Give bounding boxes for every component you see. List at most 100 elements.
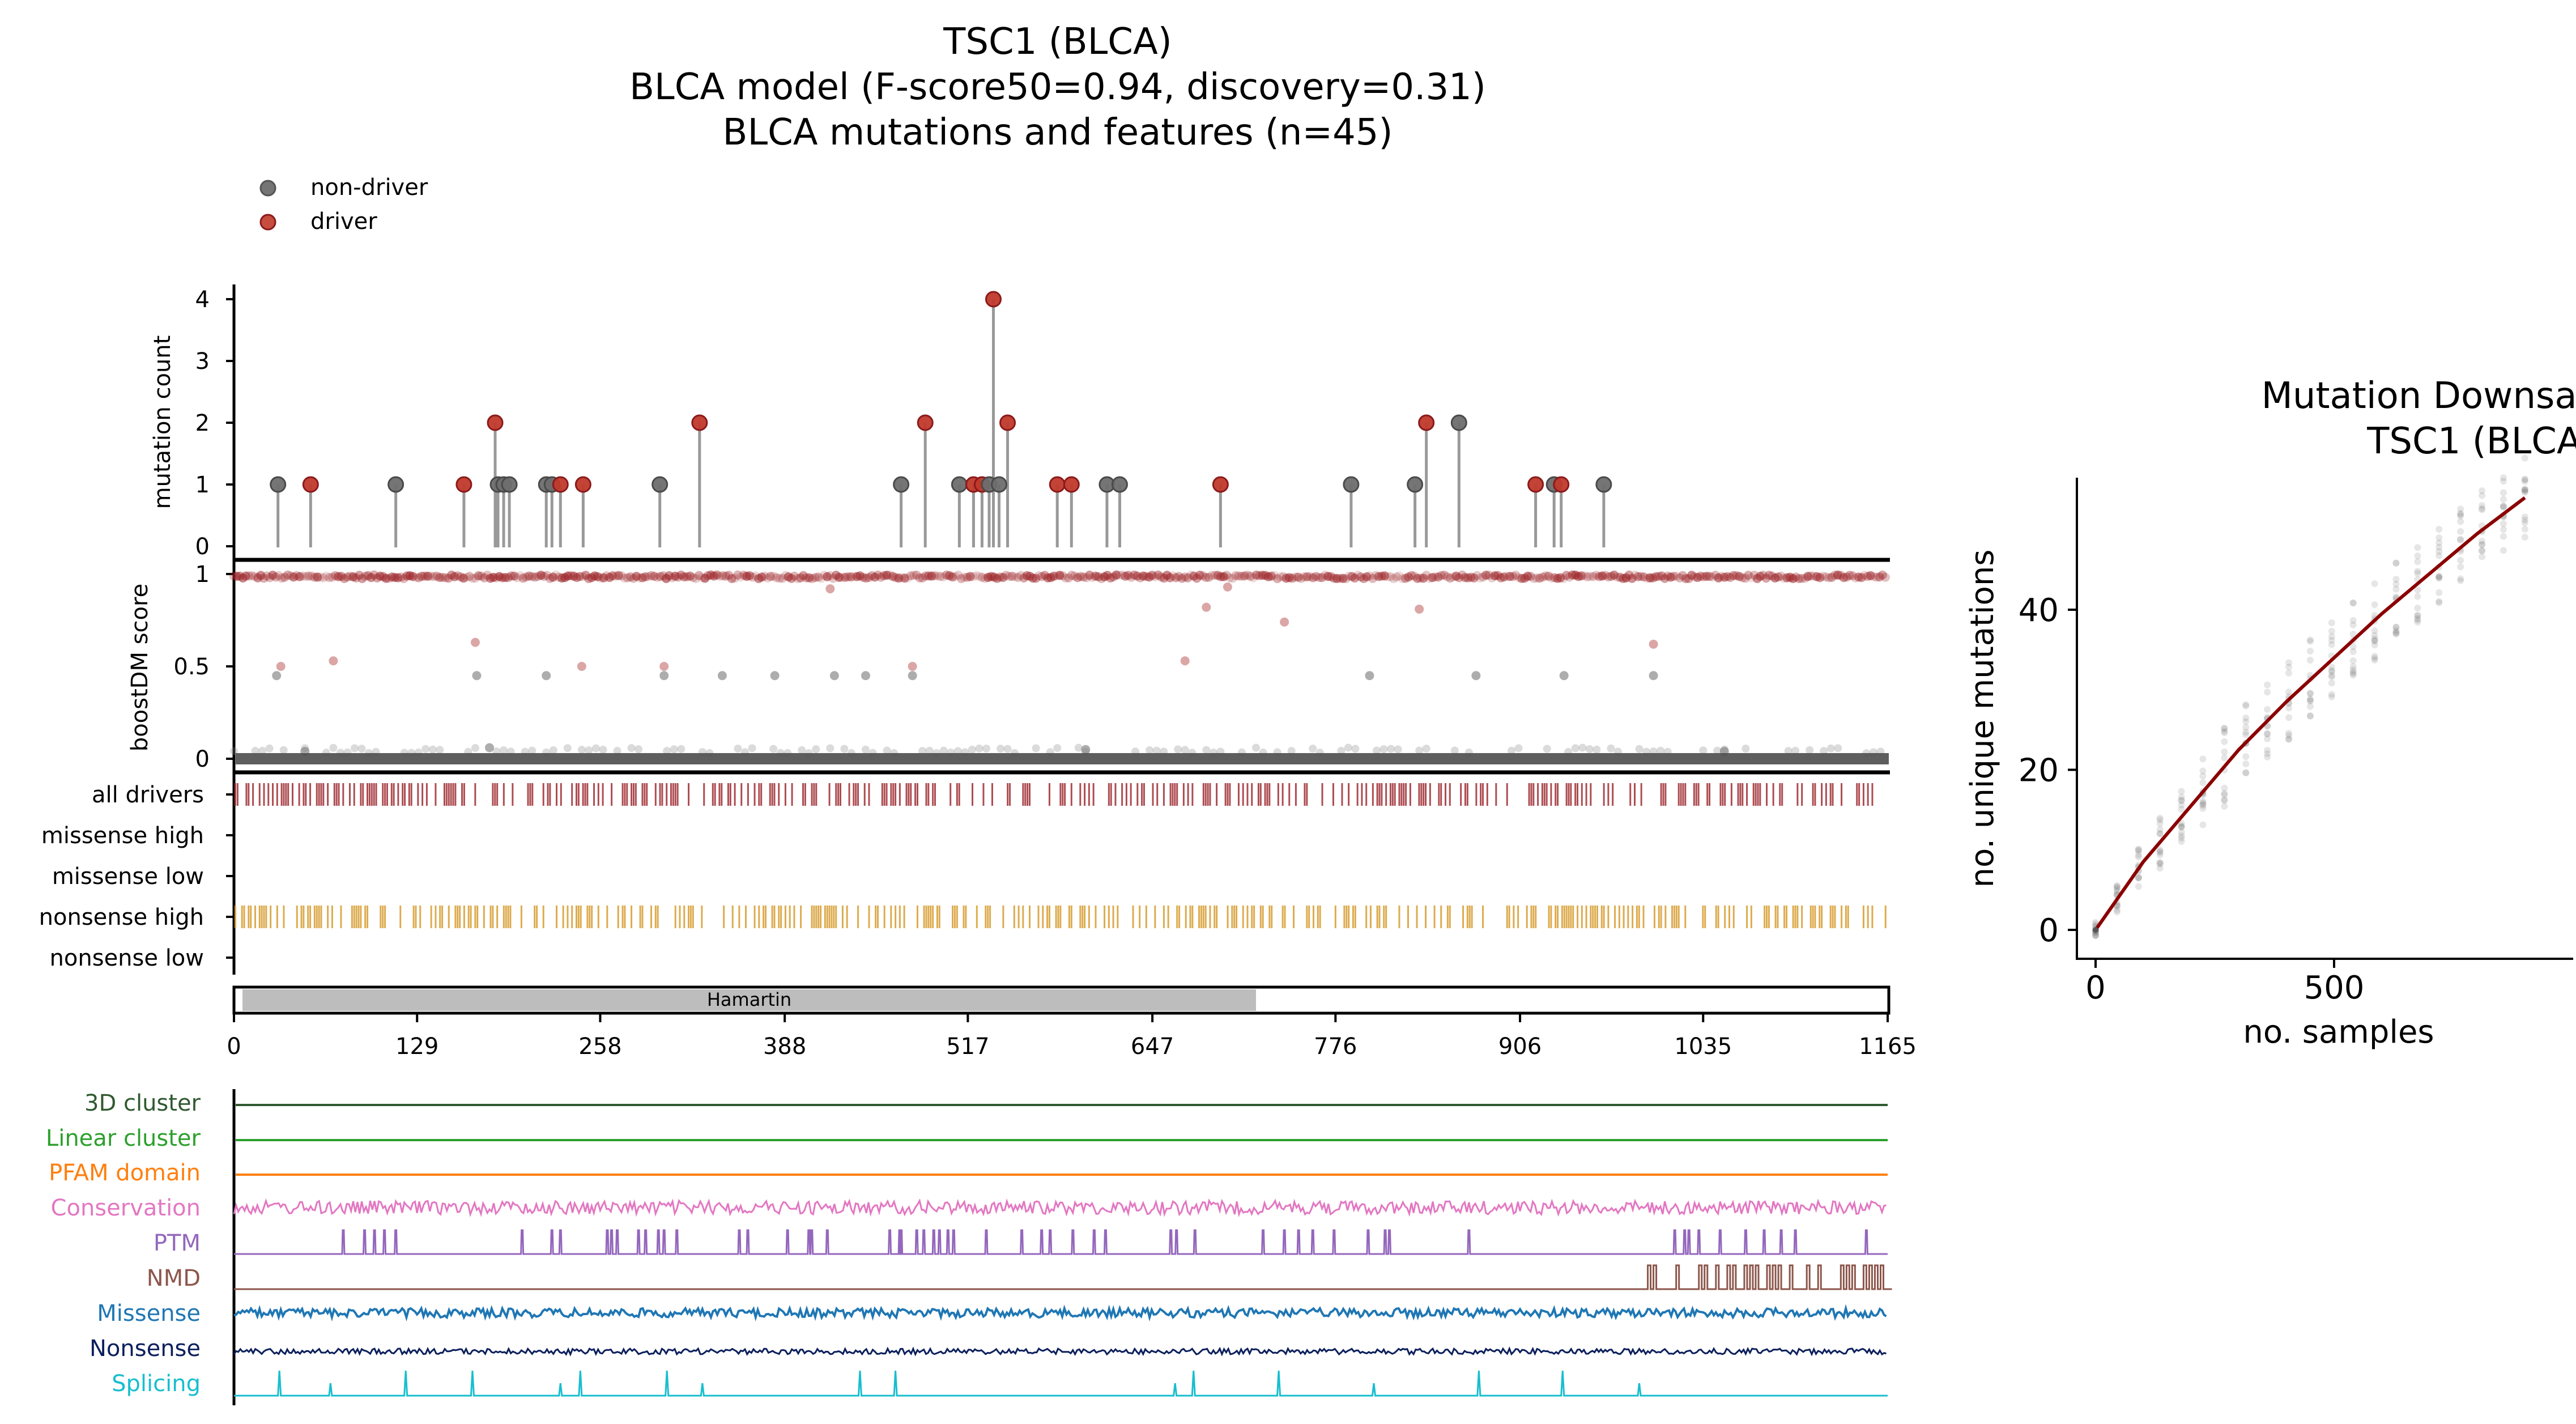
ds-point [2371, 641, 2378, 649]
domain-x-tick-label: 0 [227, 1034, 241, 1060]
domain-x-tick-label: 906 [1498, 1034, 1542, 1060]
boost-point [1705, 572, 1714, 581]
boost-point [798, 571, 808, 580]
boost-point [1868, 572, 1878, 581]
boost-point [1466, 572, 1476, 582]
ds-point [2414, 615, 2421, 622]
boost-point [1415, 746, 1424, 755]
boost-point [459, 573, 469, 583]
boost-point [1627, 573, 1637, 583]
boost-point [1192, 573, 1202, 583]
legend: non-driver driver [259, 175, 428, 235]
boost-point [421, 745, 430, 753]
ds-point [2242, 753, 2250, 760]
domain-x-tick-label: 129 [395, 1034, 438, 1060]
ds-point [2221, 754, 2228, 762]
boost-point [536, 571, 546, 580]
ds-point [2221, 738, 2228, 745]
lollipop-head-driver [691, 414, 708, 431]
boost-point [1152, 746, 1161, 755]
ds-point [2436, 539, 2443, 546]
boost-point [766, 572, 776, 581]
ds-point [2242, 718, 2250, 725]
ds-point [2500, 474, 2507, 482]
ds-point [2479, 547, 2486, 554]
boost-point [1824, 573, 1834, 583]
ds-point [2221, 802, 2228, 810]
boost-point [972, 571, 981, 580]
boost-point [512, 573, 522, 583]
boost-point [1171, 573, 1181, 583]
ds-point [2178, 793, 2185, 801]
lollipop-head-nondriver [270, 476, 287, 493]
boost-zero-band [236, 753, 1889, 764]
boost-point [1246, 571, 1255, 581]
lollipop-head-nondriver [1343, 476, 1360, 493]
boost-point [730, 573, 739, 583]
boost-point [1064, 573, 1074, 583]
boost-point [325, 573, 334, 583]
lollipop-head-nondriver [501, 476, 518, 493]
boost-point [1526, 572, 1535, 581]
boost-point [500, 573, 510, 583]
boost-point [298, 571, 308, 581]
ds-point [2349, 630, 2357, 637]
boost-point [1380, 571, 1390, 581]
boost-point [1010, 572, 1020, 581]
ds-point [2479, 537, 2486, 545]
ds-point [2285, 736, 2293, 743]
ds-point [2392, 559, 2400, 567]
boost-point [304, 571, 313, 581]
boost-point [527, 572, 537, 581]
boost-point [1866, 571, 1875, 580]
boost-point [659, 671, 669, 681]
ds-point [2436, 552, 2443, 559]
feature-label: Nonsense [90, 1336, 201, 1362]
ds-point [2349, 617, 2357, 624]
boost-point [1872, 572, 1881, 582]
ds-point [2199, 798, 2207, 805]
boost-point [930, 571, 939, 581]
ds-point [2521, 475, 2528, 483]
boost-point [1723, 572, 1732, 581]
boost-point [1731, 571, 1741, 581]
boost-point [870, 572, 880, 582]
lollipop-head-driver [985, 291, 1002, 308]
ds-point [2242, 760, 2250, 767]
boost-y-tick-label: 1 [195, 562, 210, 588]
ds-point [2349, 671, 2357, 679]
boost-point [1302, 572, 1312, 581]
boost-point [982, 745, 990, 753]
ds-point [2092, 932, 2099, 939]
boost-point [1543, 745, 1551, 753]
boost-point [1755, 571, 1765, 581]
ds-point [2306, 712, 2314, 720]
boost-point [1675, 573, 1684, 583]
ds-point [2392, 559, 2400, 567]
boost-point [1407, 571, 1416, 580]
boost-point [1174, 572, 1183, 581]
feature-traces [233, 1104, 1892, 1397]
boost-point [802, 573, 811, 583]
feature-label: Missense [97, 1300, 201, 1327]
ds-point [2414, 569, 2421, 577]
boost-point [1556, 573, 1565, 583]
lollipop-y-tick-label: 2 [195, 410, 210, 436]
boost-point [1538, 572, 1547, 582]
ds-y-tick-label: 0 [2038, 912, 2059, 949]
boost-point [1249, 573, 1258, 583]
feature-labels: 3D cluster Linear cluster PFAM domain Conse… [46, 1090, 201, 1397]
boost-point [393, 573, 403, 583]
ds-point [2156, 859, 2164, 866]
ds-point [2156, 859, 2164, 866]
boost-point [476, 571, 486, 581]
ds-point [2221, 784, 2228, 792]
boost-point [357, 574, 367, 584]
ds-point [2178, 828, 2185, 836]
boost-point [1353, 571, 1362, 580]
boost-point [337, 572, 346, 581]
boost-point [682, 572, 692, 581]
ds-point [2264, 688, 2271, 696]
track-tick-marks [226, 793, 234, 959]
